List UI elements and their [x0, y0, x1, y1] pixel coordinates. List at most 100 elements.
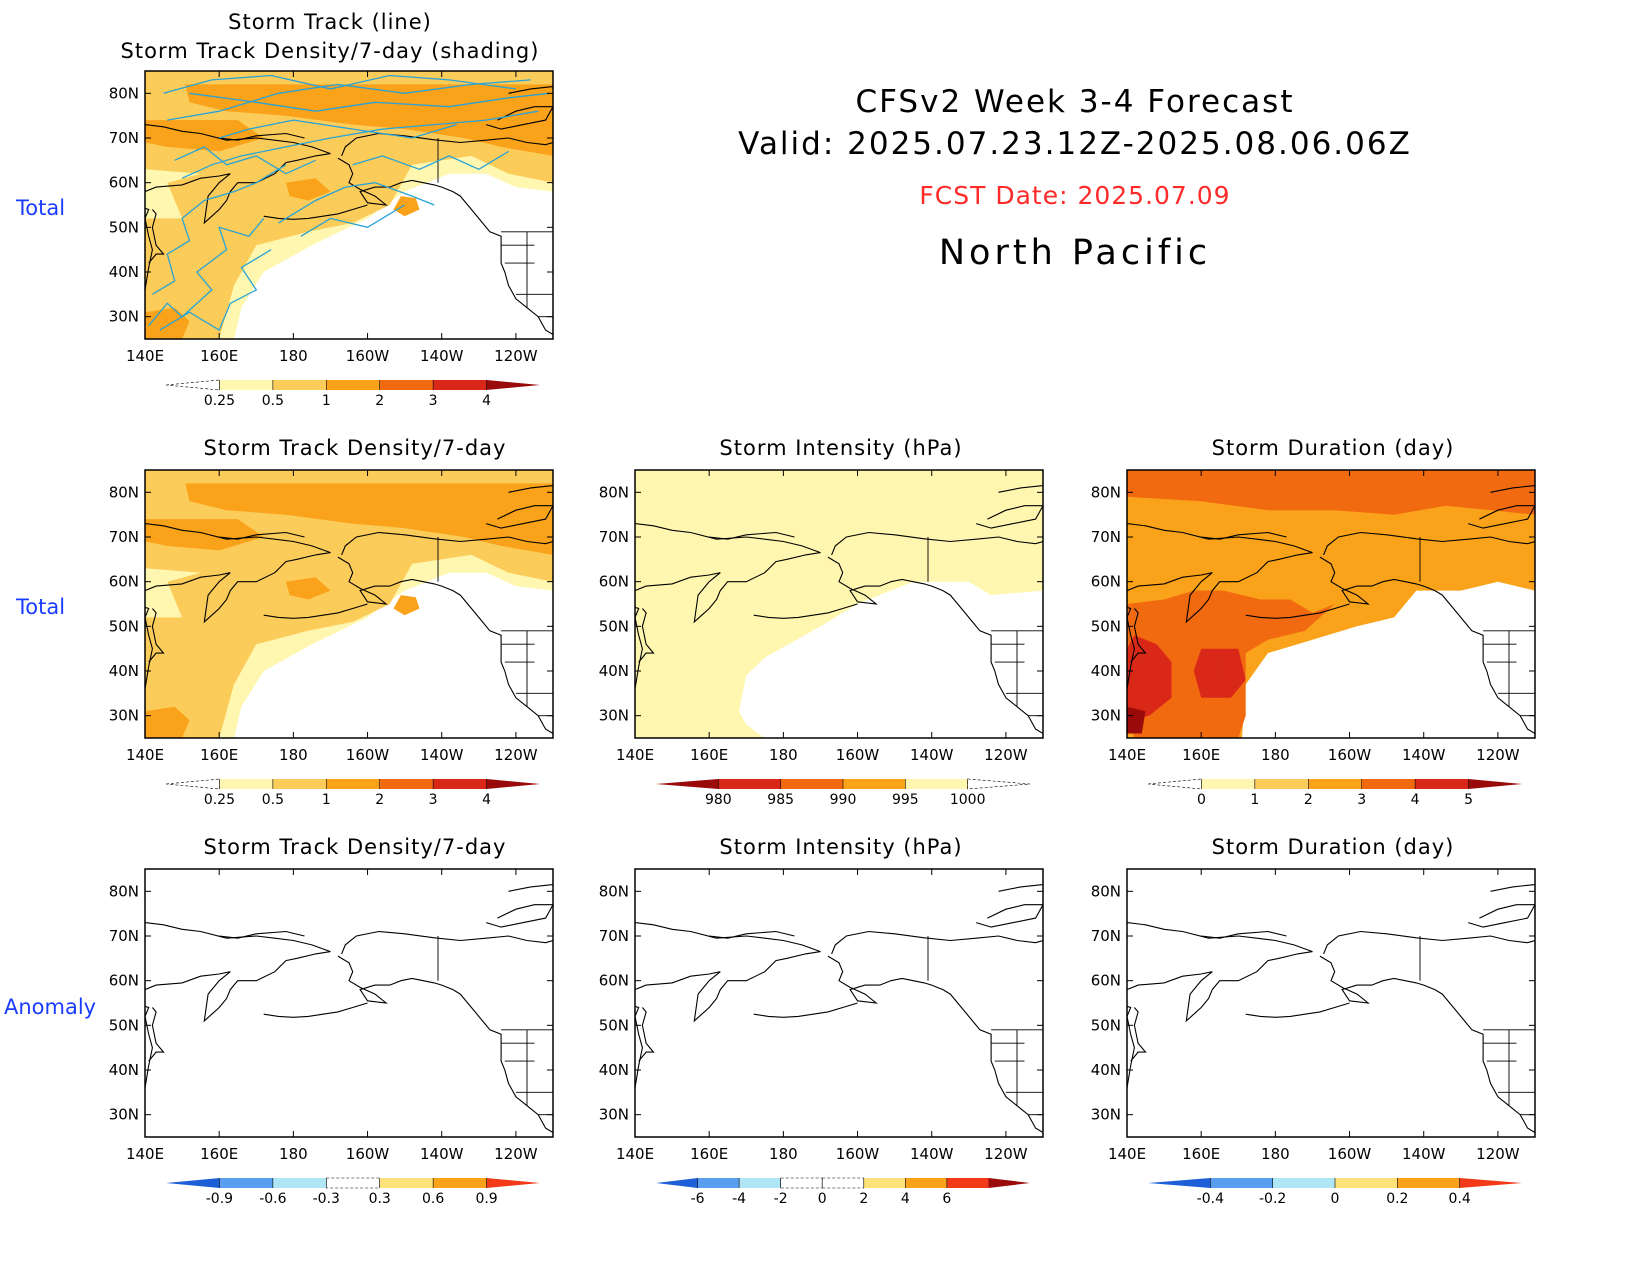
lon-tick-label: 160E: [690, 1145, 728, 1163]
colorbar-tick-label: 5: [1464, 792, 1473, 808]
colorbar-swatch: [1308, 779, 1362, 789]
panel-0-title-line2: Storm Track Density/7-day (shading): [120, 39, 540, 63]
colorbar-swatch: [272, 380, 327, 390]
coastline-overlay: [1127, 485, 1535, 734]
colorbar-swatch: [946, 1178, 989, 1188]
map-frame: [1126, 868, 1536, 1138]
lon-tick-label: 120W: [984, 746, 1028, 764]
shaded-region: [182, 71, 553, 156]
lon-tick-label: 160E: [690, 746, 728, 764]
colorbar-tick-label: 2: [375, 792, 384, 808]
lat-tick-label: 40N: [1091, 1061, 1121, 1079]
lat-tick-label: 70N: [599, 927, 629, 945]
lon-tick-label: 160W: [1328, 746, 1372, 764]
row-label-total-1: Total: [16, 196, 66, 220]
lat-tick-label: 60N: [109, 573, 139, 591]
lat-tick-label: 80N: [109, 483, 139, 501]
forecast-date: FCST Date: 2025.07.09: [919, 181, 1231, 210]
lat-tick-label: 80N: [1091, 882, 1121, 900]
lat-tick-label: 80N: [109, 84, 139, 102]
colorbar-swatch: [326, 779, 380, 789]
colorbar-swatch: [166, 1178, 220, 1188]
panel-4-title: Storm Track Density/7-day: [203, 835, 507, 859]
lon-tick-label: 140E: [126, 1145, 164, 1163]
shading-layer: [635, 869, 1043, 1137]
colorbar-swatch: [905, 779, 968, 789]
map-frame: [1126, 469, 1536, 739]
map-storm-duration-total: 140E 160E 180 160W 140W 120W 80N 70N 60N 50N 40N 30…: [1091, 469, 1536, 764]
colorbar-swatch: [433, 779, 487, 789]
lon-tick-label: 140W: [1402, 746, 1446, 764]
colorbar-tick-label: 1: [322, 792, 331, 808]
lat-tick-label: 50N: [599, 1016, 629, 1034]
colorbar-swatch: [326, 380, 380, 390]
storm-track-line: [148, 217, 265, 327]
colorbar-tick-label: -0.9: [206, 1191, 233, 1207]
colorbar-tick-label: 0.2: [1386, 1191, 1408, 1207]
colorbar-swatch: [780, 1177, 823, 1189]
lat-tick-label: 60N: [599, 972, 629, 990]
colorbar-tick-label: -2: [774, 1191, 788, 1207]
shaded-region: [393, 196, 420, 217]
colorbar-swatch: [739, 1178, 781, 1188]
colorbar-swatch: [1148, 1178, 1211, 1188]
lon-tick-label: 120W: [494, 746, 538, 764]
lat-tick-label: 80N: [599, 483, 629, 501]
colorbar-swatch: [863, 1178, 906, 1188]
panel-3-title: Storm Duration (day): [1211, 436, 1455, 460]
colorbar-tick-label: 0.9: [475, 1191, 497, 1207]
lat-tick-label: 40N: [109, 1061, 139, 1079]
coastline-overlay: [635, 884, 1043, 1133]
colorbar-swatch: [165, 379, 220, 391]
colorbar-swatch: [967, 778, 1031, 790]
colorbar-intensity-total: 980 985 990 995 1000: [656, 778, 1031, 808]
lon-tick-label: 120W: [984, 1145, 1028, 1163]
colorbar-swatch: [780, 779, 843, 789]
shaded-region: [1208, 657, 1224, 676]
lat-tick-label: 30N: [109, 1106, 139, 1124]
lon-tick-label: 120W: [1476, 746, 1520, 764]
colorbar-swatch: [1201, 779, 1255, 789]
shaded-region: [145, 120, 264, 152]
valid-period: Valid: 2025.07.23.12Z-2025.08.06.06Z: [738, 126, 1412, 162]
lat-tick-label: 30N: [599, 707, 629, 725]
lon-tick-label: 120W: [494, 347, 538, 365]
lat-tick-label: 50N: [1091, 617, 1121, 635]
colorbar-swatch: [219, 380, 273, 390]
lon-tick-label: 180: [279, 746, 308, 764]
storm-track-line: [174, 146, 316, 175]
lon-tick-label: 180: [1261, 746, 1290, 764]
map-frame: [144, 70, 554, 340]
map-storm-intensity-anomaly: 140E 160E 180 160W 140W 120W 80N 70N 60N 50N 40N 30…: [599, 868, 1044, 1163]
panel-0-title-line1: Storm Track (line): [228, 10, 432, 34]
colorbar-tick-label: 4: [1411, 792, 1420, 808]
colorbar-density-total: 0.25 0.5 1 2 3 4: [165, 778, 540, 808]
panel-6-title: Storm Duration (day): [1211, 835, 1455, 859]
shading-layer: [145, 869, 553, 1137]
lon-tick-label: 140W: [420, 347, 464, 365]
lat-tick-label: 40N: [599, 1061, 629, 1079]
lat-tick-label: 40N: [1091, 662, 1121, 680]
lat-tick-label: 80N: [1091, 483, 1121, 501]
lat-tick-label: 30N: [1091, 707, 1121, 725]
storm-track-line: [352, 150, 509, 171]
lat-tick-label: 70N: [109, 129, 139, 147]
colorbar-swatch: [379, 380, 434, 390]
colorbar-tick-label: -0.3: [313, 1191, 340, 1207]
lat-tick-label: 70N: [109, 528, 139, 546]
storm-track-line: [152, 164, 287, 295]
colorbar-swatch: [433, 1178, 487, 1188]
shaded-region: [145, 71, 553, 85]
colorbar-tick-label: 0.5: [262, 792, 284, 808]
lon-tick-label: 180: [279, 1145, 308, 1163]
lon-tick-label: 120W: [494, 1145, 538, 1163]
lon-tick-label: 180: [1261, 1145, 1290, 1163]
colorbar-swatch: [843, 779, 906, 789]
lon-tick-label: 160W: [836, 746, 880, 764]
colorbar-swatch: [697, 1178, 740, 1188]
coastline-overlay: [635, 485, 1043, 734]
lat-tick-label: 30N: [599, 1106, 629, 1124]
colorbar-swatch: [486, 1178, 540, 1188]
colorbar-tick-label: 4: [482, 393, 491, 409]
colorbar-swatch: [1459, 1178, 1522, 1188]
